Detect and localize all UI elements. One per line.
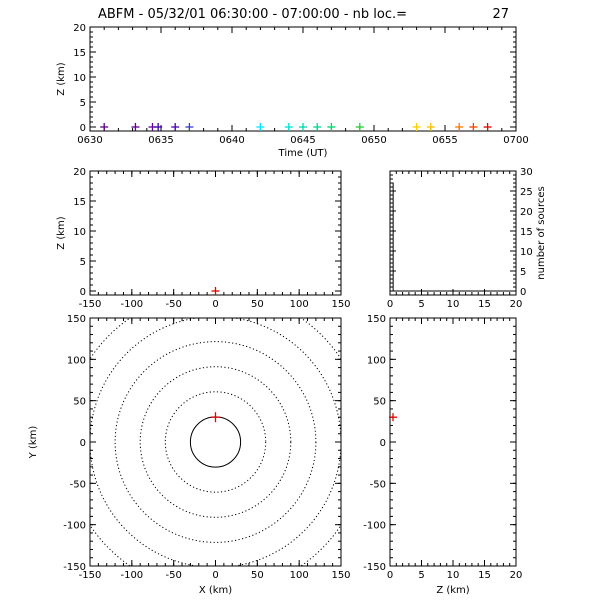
x-z-panel: -150 -100 -50 0 50 100 150 0 5 10 15 20 Z (km) <box>56 167 351 310</box>
plan-xtick-label: -150 <box>79 570 102 581</box>
histogram-xtick-label: 10 <box>447 299 460 310</box>
time-height-ytick-label: 0 <box>80 123 86 134</box>
z-y-ytick-label: 50 <box>373 397 386 408</box>
z-y-ytick-label: 0 <box>380 438 386 449</box>
time-height-xtick-label: 0655 <box>432 135 457 146</box>
x-z-xtick-label: 0 <box>212 299 218 310</box>
plot-panels: 0630 0635 0640 0645 0650 0655 0700 0 5 10 15 20 Time… <box>28 23 547 596</box>
plan-ytick-label: 100 <box>67 355 86 366</box>
plan-ylabel: Y (km) <box>28 426 39 460</box>
plan-xtick-label: 150 <box>331 570 350 581</box>
x-z-xtick-label: 150 <box>331 299 350 310</box>
x-z-ytick-label: 15 <box>73 197 86 208</box>
histogram-ytick-label: 25 <box>520 187 533 198</box>
histogram-ytick-label: 10 <box>520 247 533 258</box>
x-z-ytick-label: 10 <box>73 227 86 238</box>
histogram-ytick-label: 15 <box>520 227 533 238</box>
plan-ytick-label: 0 <box>80 438 86 449</box>
z-y-ytick-label: 100 <box>367 355 386 366</box>
plan-ytick-label: 150 <box>67 314 86 325</box>
plan-xtick-label: 100 <box>290 570 309 581</box>
z-y-xtick-label: 10 <box>447 570 460 581</box>
plan-ytick-label: -100 <box>63 521 86 532</box>
x-z-ytick-label: 0 <box>80 287 86 298</box>
z-y-xtick-label: 15 <box>478 570 491 581</box>
histogram-bar <box>389 182 516 292</box>
time-height-xtick-label: 0630 <box>77 135 102 146</box>
x-z-xtick-label: -150 <box>79 299 102 310</box>
plan-ytick-label: 50 <box>73 397 86 408</box>
x-z-xtick-label: -100 <box>120 299 143 310</box>
time-height-panel: 0630 0635 0640 0645 0650 0655 0700 0 5 10 15 20 Time… <box>56 23 529 159</box>
time-height-xtick-label: 0650 <box>361 135 386 146</box>
histogram-ylabel: number of sources <box>536 186 547 279</box>
histogram-xtick-label: 0 <box>387 299 393 310</box>
histogram-ytick-label: 0 <box>520 287 526 298</box>
time-height-xlabel: Time (UT) <box>278 148 328 159</box>
x-z-xtick-label: 50 <box>251 299 264 310</box>
time-height-xtick-label: 0700 <box>503 135 528 146</box>
x-z-xtick-label: -50 <box>165 299 181 310</box>
range-ring <box>139 366 292 518</box>
histogram-xtick-label: 15 <box>478 299 491 310</box>
time-height-ytick-label: 5 <box>80 98 86 109</box>
time-height-ytick-label: 15 <box>73 48 86 59</box>
histogram-ytick-label: 30 <box>520 167 533 178</box>
range-ring <box>164 391 267 493</box>
range-ring <box>114 341 317 543</box>
x-z-ylabel: Z (km) <box>56 216 67 249</box>
plan-xlabel: X (km) <box>199 585 232 596</box>
histogram-xtick-label: 20 <box>510 299 523 310</box>
time-height-ytick-label: 10 <box>73 73 86 84</box>
histogram-xtick-label: 5 <box>418 299 424 310</box>
z-y-panel: 0 5 10 15 20 -150 -100 -50 0 50 100 150 Z (km) <box>363 314 522 596</box>
plan-xtick-label: 0 <box>212 570 218 581</box>
x-z-xtick-label: 100 <box>290 299 309 310</box>
time-height-xtick-label: 0640 <box>219 135 244 146</box>
z-y-xlabel: Z (km) <box>436 585 469 596</box>
plan-xtick-label: -100 <box>120 570 143 581</box>
x-y-plan-panel: -150 -100 -50 0 50 100 150 -150 -100 -50 0 50 100 150… <box>28 314 351 596</box>
histogram-ytick-label: 20 <box>520 207 533 218</box>
z-y-ytick-label: 150 <box>367 314 386 325</box>
time-height-ylabel: Z (km) <box>56 62 67 95</box>
time-height-xtick-label: 0645 <box>290 135 315 146</box>
z-y-xtick-label: 20 <box>510 570 523 581</box>
plan-xtick-label: 50 <box>251 570 264 581</box>
plan-ytick-label: -50 <box>70 479 86 490</box>
z-y-ytick-label: -150 <box>363 562 386 573</box>
time-height-xtick-label: 0635 <box>148 135 173 146</box>
z-y-ytick-label: -100 <box>363 521 386 532</box>
time-height-ytick-label: 20 <box>73 23 86 34</box>
z-y-xtick-label: 0 <box>387 570 393 581</box>
x-z-ytick-label: 20 <box>73 167 86 178</box>
location-count: 27 <box>492 7 509 22</box>
z-y-ytick-label: -50 <box>370 479 386 490</box>
z-y-xtick-label: 5 <box>418 570 424 581</box>
histogram-ytick-label: 5 <box>520 267 526 278</box>
plan-ytick-label: -150 <box>63 562 86 573</box>
plan-xtick-label: -50 <box>165 570 181 581</box>
figure-title: ABFM - 05/32/01 06:30:00 - 07:00:00 - nb… <box>98 7 407 22</box>
x-z-ytick-label: 5 <box>80 257 86 268</box>
